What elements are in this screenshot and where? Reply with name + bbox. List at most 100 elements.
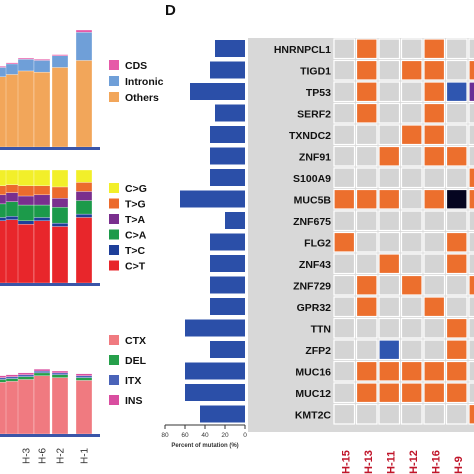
legend-swatch — [109, 92, 119, 102]
heatmap-cell — [400, 231, 423, 253]
heatmap-cell — [468, 167, 474, 189]
heatmap-row-label: TTN — [311, 324, 331, 336]
heatmap-cell — [355, 59, 378, 81]
bar-segment-t-g — [51, 186, 69, 199]
heatmap-cell — [445, 124, 468, 146]
bar-segment-intronic — [17, 59, 35, 72]
bar-segment-ctx — [75, 380, 93, 435]
heatmap-cell — [400, 167, 423, 189]
heatmap-cell — [468, 231, 474, 253]
heatmap-cell — [355, 167, 378, 189]
bar-segment-t-a — [75, 191, 93, 201]
heatmap-cell — [423, 145, 446, 167]
heatmap-cell — [378, 339, 401, 361]
heatmap-cell — [378, 124, 401, 146]
heatmap-cell — [445, 296, 468, 318]
bar-segment-others — [51, 67, 69, 148]
bar-segment-others — [33, 71, 51, 148]
legend-label: T>C — [125, 245, 146, 257]
heatmap-row-label: FLG2 — [304, 238, 331, 250]
bar-segment-t-a — [33, 194, 51, 206]
bar-segment-itx — [33, 370, 51, 374]
bar-segment-cds — [17, 57, 35, 60]
sv-stacked-bar-chart: CTX DEL ITX INS H-3 H-6 H-2 H-1 — [0, 335, 147, 464]
heatmap-cell — [400, 102, 423, 124]
heatmap-cell — [400, 382, 423, 404]
percent-tick-label: 0 — [243, 432, 247, 439]
heatmap-cell — [355, 231, 378, 253]
bar-segment-c-a — [17, 204, 35, 221]
heatmap-cell — [378, 145, 401, 167]
heatmap-row-label: GPR32 — [297, 302, 332, 314]
legend-label: CDS — [125, 60, 147, 72]
heatmap-cell — [445, 317, 468, 339]
bar-segment-cds — [33, 59, 51, 61]
legend-label: C>T — [125, 261, 146, 273]
legend-swatch — [109, 355, 119, 365]
heatmap-cell — [378, 231, 401, 253]
heatmap-cell — [355, 317, 378, 339]
heatmap-cell — [468, 274, 474, 296]
heatmap-cell — [400, 188, 423, 210]
heatmap-cell — [333, 210, 356, 232]
bar-segment-ctx — [33, 375, 51, 435]
legend-swatch — [109, 198, 119, 209]
heatmap-cell — [400, 339, 423, 361]
bar-segment-t-g — [33, 185, 51, 196]
heatmap-cell — [445, 167, 468, 189]
heatmap-cell — [468, 145, 474, 167]
heatmap-cell — [468, 296, 474, 318]
heatmap-cell — [423, 59, 446, 81]
heatmap-cell — [445, 188, 468, 210]
percent-bar-txndc2 — [210, 126, 245, 143]
heatmap-cell — [468, 403, 474, 425]
x-tick-label: H-1 — [80, 447, 91, 464]
heatmap-cell — [400, 274, 423, 296]
legend-label: C>A — [125, 230, 147, 242]
heatmap-cell — [333, 59, 356, 81]
bar-segment-t-g — [75, 182, 93, 192]
heatmap-row-label: HNRNPCL1 — [274, 44, 331, 56]
heatmap-cell — [378, 317, 401, 339]
percent-bar-znf729 — [210, 276, 245, 294]
heatmap-cell — [445, 38, 468, 60]
heatmap-cell — [355, 210, 378, 232]
legend-label: T>G — [125, 199, 146, 211]
heatmap-cell — [333, 403, 356, 425]
percent-bar-tp53 — [190, 83, 245, 100]
percent-tick-label: 60 — [181, 432, 189, 439]
heatmap-cell — [355, 296, 378, 318]
x-tick-label: H-3 — [22, 447, 33, 464]
bar-segment-t-g — [17, 185, 35, 197]
heatmap-cell — [333, 296, 356, 318]
heatmap-column-label: H-15 — [340, 450, 352, 474]
bar-segment-ins — [17, 372, 35, 375]
heatmap-cell — [468, 81, 474, 103]
heatmap-cell — [355, 188, 378, 210]
heatmap-cell — [378, 382, 401, 404]
heatmap-cell — [400, 403, 423, 425]
legend-swatch — [109, 60, 119, 70]
heatmap-cell — [378, 188, 401, 210]
heatmap-cell — [423, 274, 446, 296]
heatmap-cell — [468, 38, 474, 60]
heatmap-cell — [333, 145, 356, 167]
heatmap-cell — [333, 124, 356, 146]
heatmap-column-label: H-13 — [363, 450, 375, 474]
heatmap-row-label: ZNF43 — [299, 259, 331, 271]
heatmap-row-label: MUC5B — [294, 195, 332, 207]
mutation-heatmap: HNRNPCL1 TIGD1 TP53 SERF2 TXNDC2 ZNF91 S100A9 M… — [248, 38, 474, 474]
heatmap-row-label: ZNF675 — [293, 216, 331, 228]
percent-bar-znf43 — [210, 255, 245, 272]
bar-segment-itx — [51, 372, 69, 375]
percent-bar-muc5b — [180, 190, 245, 208]
heatmap-cell — [423, 296, 446, 318]
heatmap-cell — [445, 210, 468, 232]
percent-tick-label: 40 — [201, 432, 209, 439]
heatmap-cell — [378, 59, 401, 81]
heatmap-cell — [445, 403, 468, 425]
heatmap-cell — [355, 274, 378, 296]
bar-segment-c-a — [33, 204, 51, 218]
region-stacked-bar-chart: CDS Intronic Others — [0, 29, 164, 150]
